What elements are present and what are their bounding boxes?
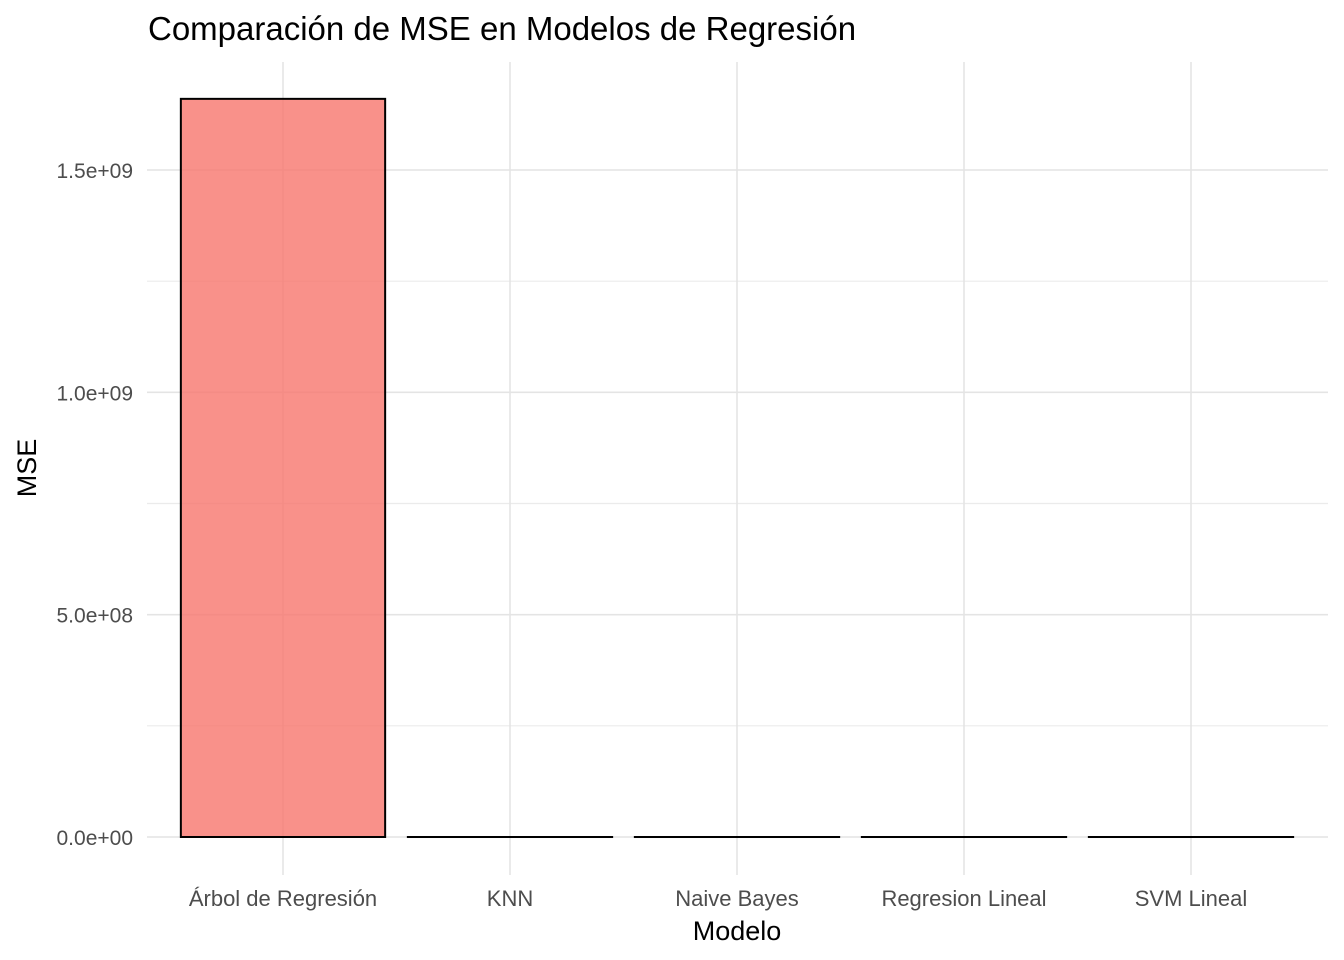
y-tick-label: 5.0e+08 bbox=[57, 605, 134, 628]
x-tick-label: SVM Lineal bbox=[1135, 886, 1248, 911]
x-tick-label: Regresion Lineal bbox=[881, 886, 1046, 911]
chart-title: Comparación de MSE en Modelos de Regresi… bbox=[148, 10, 857, 47]
x-tick-label: Naive Bayes bbox=[675, 886, 799, 911]
x-tick-label: KNN bbox=[487, 886, 533, 911]
y-axis-label: MSE bbox=[12, 439, 42, 498]
x-axis-label: Modelo bbox=[693, 916, 782, 946]
y-tick-label: 1.0e+09 bbox=[57, 382, 134, 405]
y-tick-label: 1.5e+09 bbox=[57, 160, 134, 183]
x-tick-labels: Árbol de Regresión KNN Naive Bayes Regresio… bbox=[189, 886, 1247, 911]
y-tick-labels: 0.0e+00 5.0e+08 1.0e+09 1.5e+09 bbox=[57, 160, 134, 850]
y-tick-label: 0.0e+00 bbox=[57, 827, 134, 850]
bars bbox=[179, 97, 1295, 839]
x-tick-label: Árbol de Regresión bbox=[189, 886, 377, 911]
bar bbox=[179, 97, 387, 838]
